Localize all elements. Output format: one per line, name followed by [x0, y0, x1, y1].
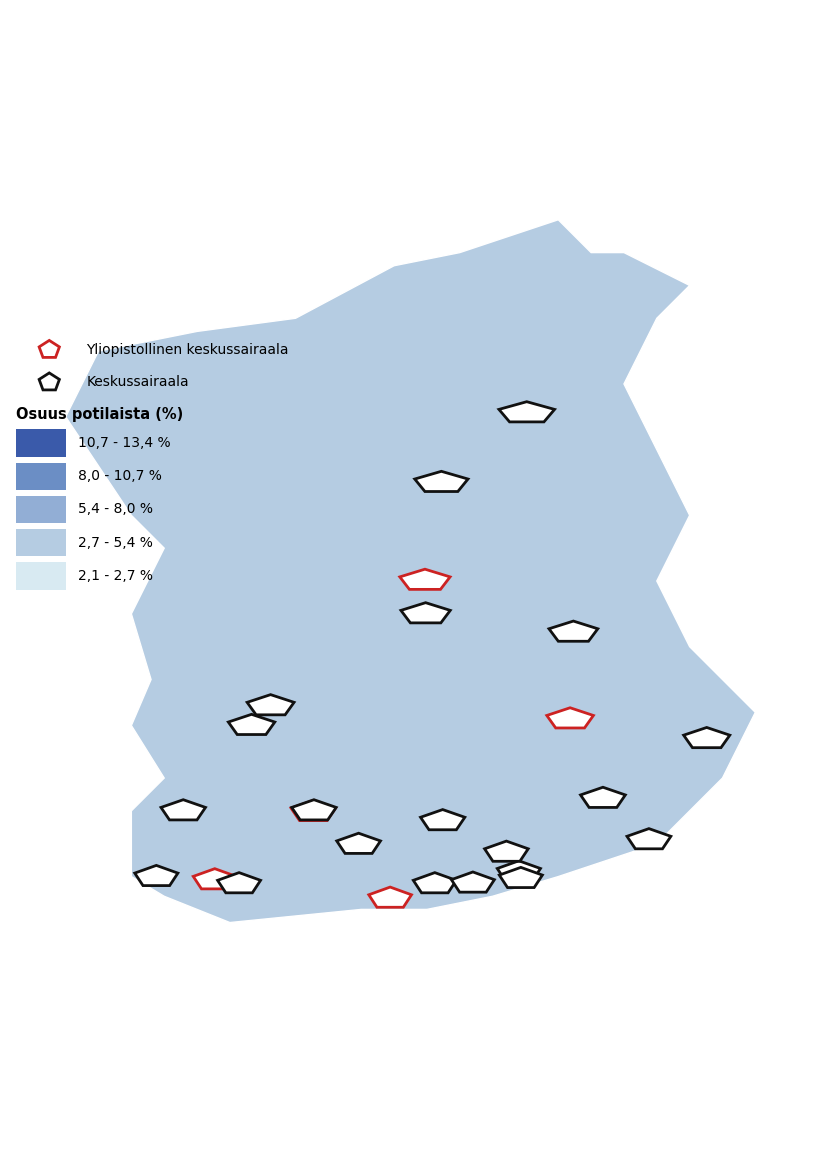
Bar [16, 562, 66, 589]
Polygon shape [498, 861, 540, 881]
Polygon shape [135, 866, 178, 885]
Text: 5,4 - 8,0 %: 5,4 - 8,0 % [78, 502, 153, 516]
Polygon shape [39, 373, 59, 390]
Bar [16, 462, 66, 490]
Polygon shape [291, 799, 337, 820]
Polygon shape [369, 887, 411, 908]
Polygon shape [401, 603, 450, 623]
Polygon shape [547, 708, 594, 727]
Polygon shape [499, 402, 554, 422]
Polygon shape [400, 569, 450, 589]
Polygon shape [452, 872, 494, 892]
Text: Osuus potilaista (%): Osuus potilaista (%) [16, 407, 184, 422]
Text: Yliopistollinen keskussairaala: Yliopistollinen keskussairaala [86, 343, 289, 357]
Bar [16, 496, 66, 523]
Bar [16, 529, 66, 557]
Polygon shape [66, 220, 755, 923]
Polygon shape [684, 727, 730, 747]
Text: 2,1 - 2,7 %: 2,1 - 2,7 % [78, 569, 153, 583]
Text: 2,7 - 5,4 %: 2,7 - 5,4 % [78, 536, 153, 550]
Polygon shape [580, 787, 626, 808]
Polygon shape [627, 829, 671, 848]
Bar [16, 429, 66, 457]
Text: 10,7 - 13,4 %: 10,7 - 13,4 % [78, 436, 171, 450]
Polygon shape [499, 867, 543, 888]
Polygon shape [337, 833, 380, 853]
Polygon shape [484, 841, 528, 861]
Polygon shape [39, 340, 59, 358]
Text: Keskussairaala: Keskussairaala [86, 375, 189, 389]
Text: 8,0 - 10,7 %: 8,0 - 10,7 % [78, 469, 162, 483]
Polygon shape [413, 873, 456, 892]
Polygon shape [291, 801, 336, 820]
Polygon shape [420, 810, 465, 830]
Polygon shape [218, 873, 260, 892]
Polygon shape [247, 695, 294, 715]
Polygon shape [549, 621, 598, 641]
Polygon shape [415, 472, 468, 492]
Polygon shape [161, 799, 205, 820]
Polygon shape [228, 715, 275, 734]
Polygon shape [193, 869, 236, 889]
